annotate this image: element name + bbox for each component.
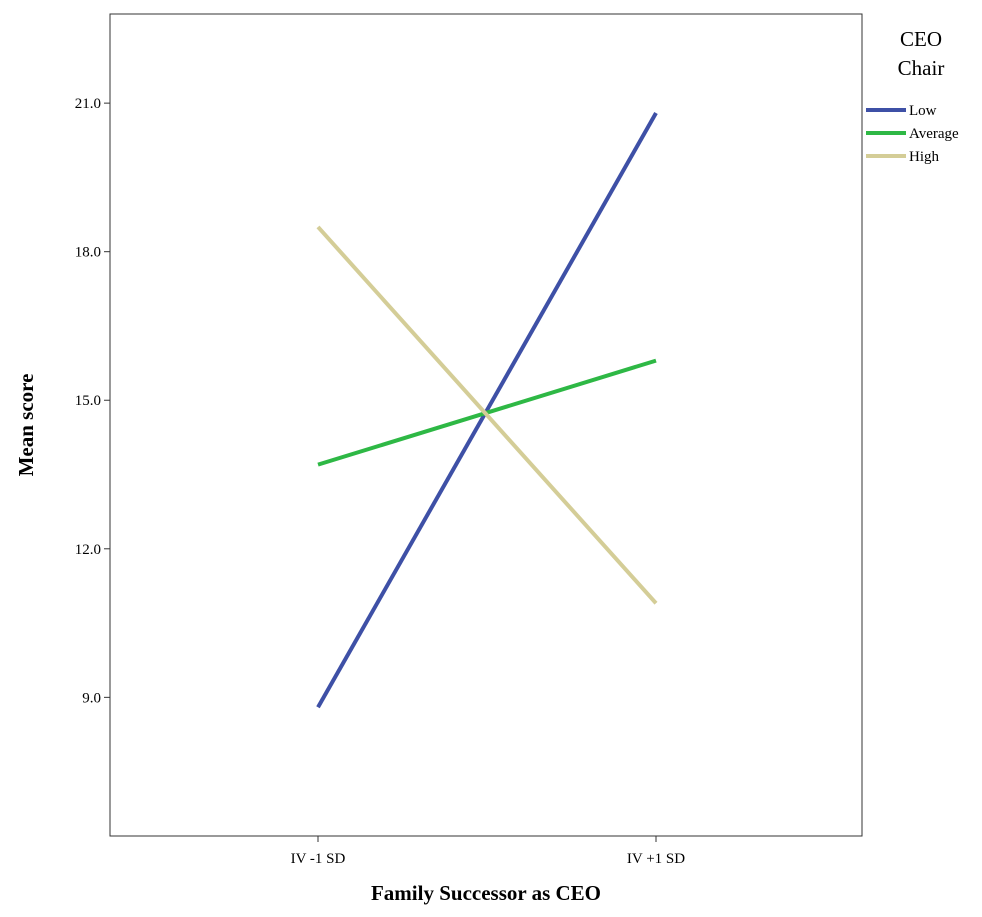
series-lines — [316, 112, 658, 709]
y-axis-title: Mean score — [14, 374, 38, 477]
y-tick-label: 12.0 — [75, 542, 101, 558]
legend-label-high: High — [909, 149, 940, 165]
legend-title-line-1: CEO — [900, 27, 942, 51]
y-tick-label: 18.0 — [75, 245, 101, 261]
x-axis: IV -1 SD IV +1 SD — [291, 836, 685, 867]
series-line-low — [316, 112, 658, 709]
x-tick-label: IV -1 SD — [291, 851, 346, 867]
x-tick-label: IV +1 SD — [627, 851, 685, 867]
series-line-high — [316, 225, 658, 605]
legend: CEO Chair Low Average High — [866, 27, 959, 165]
legend-title-line-2: Chair — [898, 56, 945, 80]
y-tick-label: 9.0 — [82, 690, 101, 706]
legend-label-average: Average — [909, 126, 959, 142]
y-tick-label: 15.0 — [75, 393, 101, 409]
plot-frame — [109, 13, 863, 837]
x-axis-title: Family Successor as CEO — [371, 881, 601, 905]
y-axis: 9.0 12.0 15.0 18.0 21.0 — [75, 96, 110, 706]
y-tick-label: 21.0 — [75, 96, 101, 112]
legend-label-low: Low — [909, 103, 937, 119]
legend-items: Low Average High — [866, 103, 959, 165]
